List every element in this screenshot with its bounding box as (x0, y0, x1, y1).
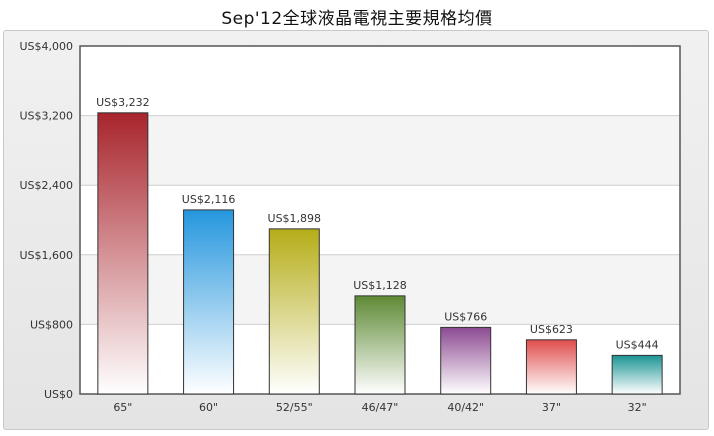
x-tick-label: 46/47" (362, 401, 399, 414)
bar (97, 112, 149, 395)
x-tick-label: 37" (542, 401, 561, 414)
x-tick-label: 32" (628, 401, 647, 414)
x-tick-label: 65" (113, 401, 132, 414)
bar-value-label: US$3,232 (96, 96, 150, 109)
y-tick-label: US$3,200 (19, 110, 73, 123)
bar (268, 228, 320, 395)
bar-value-label: US$444 (616, 338, 659, 351)
plot-band (80, 115, 680, 186)
x-tick-label: 52/55" (276, 401, 313, 414)
x-tick-label: 60" (199, 401, 218, 414)
y-tick-label: US$1,600 (19, 249, 73, 262)
bar (440, 326, 492, 395)
bar (354, 295, 406, 395)
bar (183, 209, 235, 395)
y-tick-label: US$2,400 (19, 179, 73, 192)
bar-value-label: US$1,128 (353, 279, 407, 292)
x-tick-label: 40/42" (447, 401, 484, 414)
y-tick-label: US$0 (44, 388, 73, 401)
bar (611, 354, 663, 395)
plot-band (80, 185, 680, 255)
bar-value-label: US$2,116 (182, 193, 236, 206)
plot-band (80, 46, 680, 116)
y-tick-label: US$800 (30, 318, 73, 331)
bar-value-label: US$623 (530, 323, 573, 336)
y-tick-label: US$4,000 (19, 40, 73, 53)
bar-value-label: US$766 (444, 310, 487, 323)
bar (525, 339, 577, 395)
bar-value-label: US$1,898 (268, 212, 322, 225)
chart-title: Sep'12全球液晶電視主要規格均價 (221, 9, 493, 29)
